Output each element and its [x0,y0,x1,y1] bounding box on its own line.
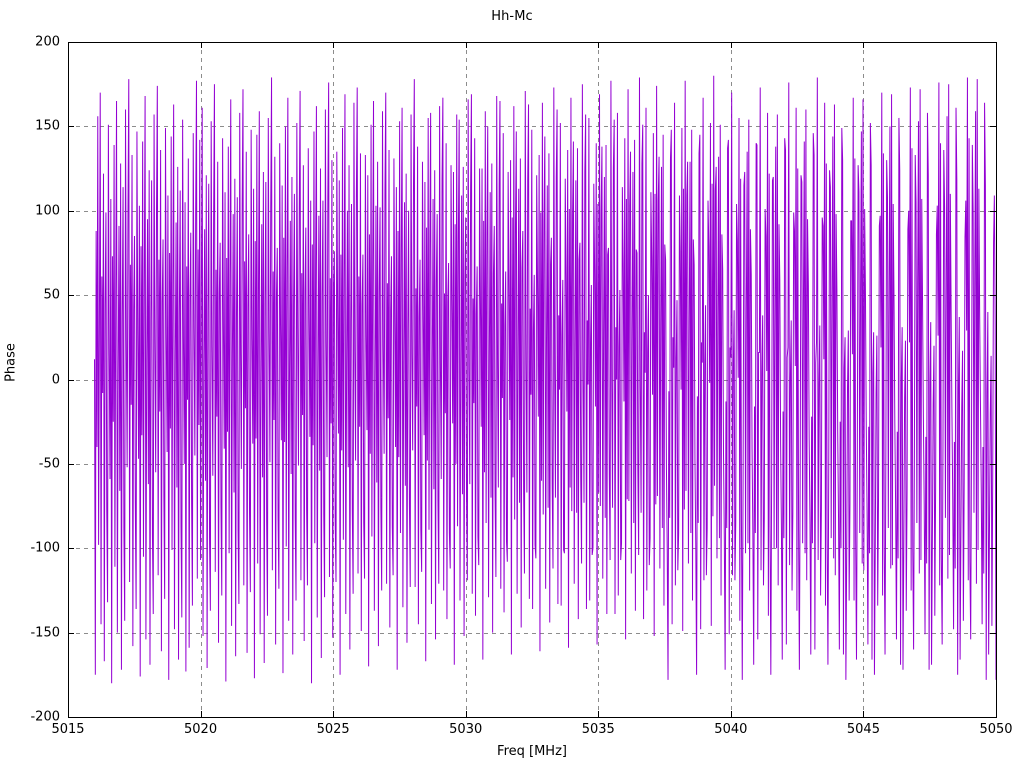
x-axis-label: Freq [MHz] [497,744,567,759]
chart-title: Hh-Mc [491,9,533,24]
data-series-line [94,75,996,684]
